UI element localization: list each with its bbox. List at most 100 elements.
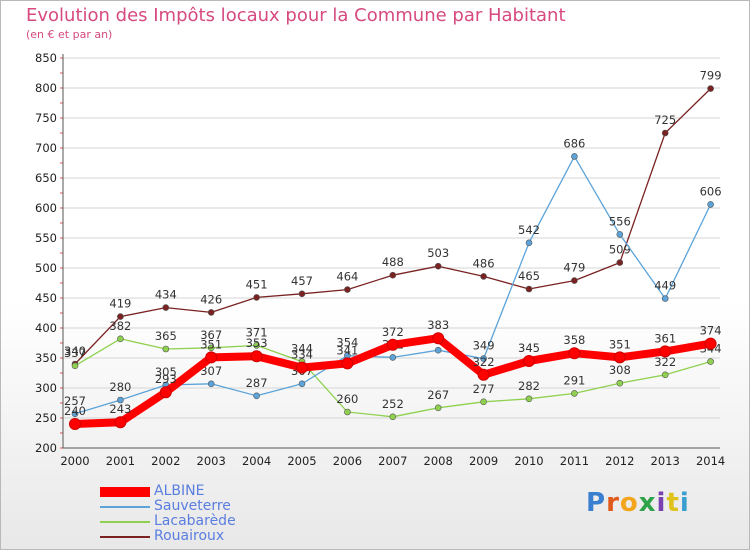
data-point-sauveterre: [571, 153, 578, 160]
data-point-rouairoux: [389, 271, 397, 279]
legend-label-lacabarede: Lacabarède: [154, 513, 236, 529]
x-tick-label: 2009: [469, 454, 498, 468]
data-label-albine: 351: [200, 337, 222, 351]
y-tick-label: 450: [35, 291, 57, 305]
y-tick-label: 850: [35, 51, 57, 65]
data-label-lacabarede: 308: [609, 363, 631, 377]
x-tick-label: 2000: [60, 454, 89, 468]
data-point-rouairoux: [480, 273, 487, 280]
data-label-rouairoux: 465: [518, 269, 540, 283]
x-tick-label: 2005: [287, 454, 316, 468]
x-tick-label: 2008: [424, 454, 453, 468]
data-point-rouairoux: [571, 277, 578, 284]
data-label-sauveterre: 449: [654, 279, 676, 293]
data-label-lacabarede: 267: [427, 388, 449, 402]
data-label-sauveterre: 354: [336, 336, 358, 350]
data-label-sauveterre: 606: [700, 184, 722, 198]
proxiti-logo: Proxiti: [586, 488, 690, 518]
data-point-lacabarede: [207, 344, 215, 352]
data-point-albine: [69, 418, 81, 430]
data-point-rouairoux: [707, 85, 714, 92]
data-label-lacabarede: 260: [336, 392, 358, 406]
legend-label-albine: ALBINE: [154, 483, 205, 499]
x-tick-label: 2011: [560, 454, 589, 468]
y-tick-label: 300: [35, 381, 57, 395]
data-point-lacabarede: [707, 358, 714, 365]
y-tick-label: 750: [35, 111, 57, 125]
data-label-rouairoux: 340: [64, 344, 86, 358]
data-point-sauveterre: [298, 380, 306, 388]
data-point-lacabarede: [616, 379, 624, 387]
chart-subtitle: (en € et par an): [26, 28, 113, 41]
legend-swatch-rouairoux: [100, 536, 150, 538]
data-point-lacabarede: [525, 395, 533, 403]
x-tick-label: 2007: [378, 454, 407, 468]
data-label-lacabarede: 371: [246, 325, 268, 339]
data-point-sauveterre: [117, 396, 124, 404]
x-tick-label: 2003: [197, 454, 226, 468]
data-label-lacabarede: 365: [155, 329, 177, 343]
data-label-albine: 243: [109, 402, 131, 416]
data-point-albine: [386, 338, 399, 351]
x-tick-label: 2002: [151, 454, 180, 468]
data-point-sauveterre: [434, 346, 442, 354]
logo-letter: t: [666, 488, 680, 518]
y-tick-label: 350: [35, 351, 57, 365]
data-point-albine: [568, 347, 581, 360]
data-label-albine: 351: [609, 337, 631, 351]
data-point-rouairoux: [434, 262, 442, 270]
data-label-sauveterre: 257: [64, 394, 86, 408]
data-point-sauveterre: [480, 355, 487, 362]
data-label-rouairoux: 451: [246, 277, 268, 291]
data-point-albine: [613, 351, 626, 364]
data-point-lacabarede: [389, 413, 397, 421]
data-label-lacabarede: 367: [200, 328, 222, 342]
data-label-rouairoux: 419: [109, 297, 131, 311]
data-point-sauveterre: [707, 201, 714, 208]
data-point-sauveterre: [71, 410, 79, 418]
data-label-rouairoux: 799: [700, 69, 722, 83]
data-label-rouairoux: 426: [200, 292, 222, 306]
data-label-sauveterre: 349: [473, 339, 495, 353]
data-label-sauveterre: 280: [109, 380, 131, 394]
data-label-lacabarede: 291: [563, 373, 585, 387]
data-point-albine: [159, 386, 172, 399]
data-point-lacabarede: [480, 398, 487, 406]
data-label-lacabarede: 382: [109, 319, 131, 333]
data-point-albine: [341, 357, 354, 370]
data-point-albine: [477, 368, 490, 381]
x-tick-label: 2001: [106, 454, 135, 468]
data-label-sauveterre: 542: [518, 223, 540, 237]
data-point-albine: [250, 350, 263, 363]
legend-item-albine: ALBINE: [100, 483, 300, 499]
data-label-rouairoux: 509: [609, 243, 631, 257]
data-label-rouairoux: 503: [427, 246, 449, 260]
logo-letter: i: [679, 488, 690, 518]
y-tick-label: 650: [35, 171, 57, 185]
logo-letter: r: [606, 488, 620, 518]
data-point-albine: [205, 351, 218, 364]
data-point-sauveterre: [525, 239, 533, 247]
x-tick-label: 2006: [333, 454, 362, 468]
legend-swatch-sauveterre: [100, 506, 150, 508]
y-tick-label: 500: [35, 261, 57, 275]
x-tick-label: 2014: [696, 454, 725, 468]
data-point-rouairoux: [253, 294, 260, 301]
data-point-lacabarede: [162, 345, 170, 353]
legend-swatch-albine: [100, 487, 150, 497]
data-point-sauveterre: [389, 354, 397, 361]
legend-item-rouairoux: Rouairoux: [100, 528, 300, 544]
data-point-rouairoux: [616, 259, 624, 266]
data-point-rouairoux: [661, 129, 669, 137]
y-tick-label: 200: [35, 441, 57, 455]
data-label-sauveterre: 287: [246, 376, 268, 390]
data-label-albine: 374: [700, 324, 722, 338]
data-label-sauveterre: 686: [563, 136, 585, 150]
data-point-albine: [523, 355, 535, 367]
legend-item-sauveterre: Sauveterre: [100, 498, 300, 514]
data-point-rouairoux: [344, 286, 351, 293]
x-tick-label: 2013: [651, 454, 680, 468]
data-label-albine: 372: [382, 325, 404, 339]
data-label-lacabarede: 344: [291, 342, 313, 356]
